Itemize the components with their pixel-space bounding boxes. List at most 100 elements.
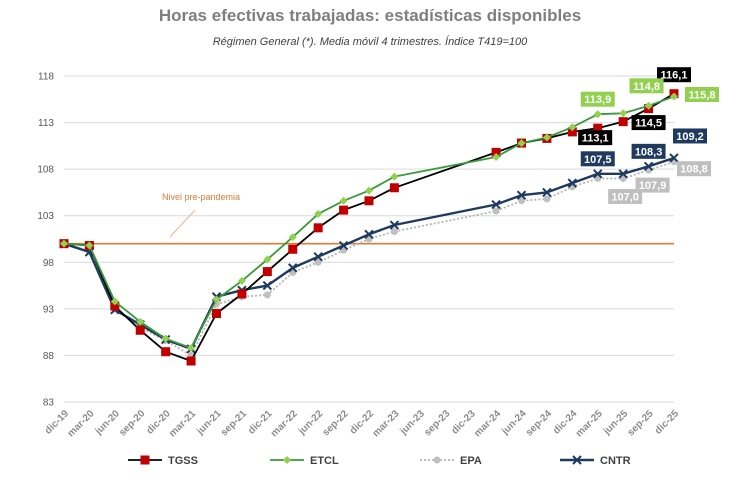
reference-line-label: Nivel pre-pandemia — [162, 192, 240, 202]
data-labels: 116,1 114,5 113,1 113,9 114,8 115,8 107,5 108,3… — [578, 67, 719, 204]
legend-item-epa: EPA — [420, 455, 482, 467]
legend-label-etcl: ETCL — [310, 455, 339, 467]
x-tick-label: jun-24 — [499, 408, 529, 438]
legend-label-tgss: TGSS — [168, 455, 198, 467]
x-marker-stroke — [516, 190, 527, 200]
series-group — [59, 89, 679, 366]
data-label-text: 113,9 — [584, 94, 611, 106]
data-label: 108,8 — [677, 161, 711, 177]
y-tick-label: 103 — [37, 211, 54, 222]
y-tick-label: 118 — [38, 72, 54, 83]
point-etcl — [161, 334, 170, 343]
point-cntr — [542, 187, 552, 198]
x-tick-label: mar-21 — [167, 408, 198, 439]
legend-label-epa: EPA — [460, 455, 482, 467]
x-marker-stroke — [491, 199, 501, 210]
data-label-text: 113,1 — [582, 133, 609, 145]
point-etcl — [263, 255, 272, 264]
x-tick-label: sep-21 — [219, 408, 249, 438]
y-tick-label: 113 — [38, 118, 54, 129]
point-epa — [492, 207, 500, 215]
point-tgss — [491, 147, 501, 157]
point-epa — [263, 291, 271, 299]
point-etcl — [670, 92, 678, 101]
chart-title: Horas efectivas trabajadas: estadísticas… — [158, 6, 582, 25]
data-label: 109,2 — [673, 128, 707, 144]
point-tgss — [135, 325, 145, 335]
x-marker-stroke — [643, 161, 654, 172]
legend: TGSS ETCL EPA CNTR — [128, 455, 631, 467]
point-tgss — [262, 267, 272, 277]
chart-subtitle: Régimen General (*). Media móvil 4 trime… — [212, 36, 528, 48]
x-marker-stroke — [364, 229, 374, 240]
point-etcl — [110, 297, 119, 306]
legend-marker-etcl — [283, 456, 291, 464]
data-label-box — [629, 78, 664, 94]
point-etcl — [136, 317, 145, 326]
x-marker-stroke — [567, 178, 578, 188]
point-tgss — [161, 347, 171, 357]
reference-line-pointer — [169, 209, 196, 238]
point-epa — [543, 195, 551, 203]
x-tick-label: mar-22 — [269, 408, 300, 439]
y-tick-label: 93 — [43, 304, 55, 315]
y-tick-label: 88 — [43, 351, 55, 362]
y-tick-label: 98 — [43, 258, 55, 269]
point-etcl — [619, 109, 628, 118]
data-label-box — [631, 143, 666, 159]
point-cntr — [593, 169, 603, 179]
data-label-text: 107,9 — [639, 180, 667, 192]
data-label: 114,5 — [631, 115, 666, 131]
point-etcl — [288, 233, 297, 242]
data-label-box — [631, 115, 666, 131]
point-etcl — [365, 186, 373, 195]
data-label-box — [578, 130, 613, 146]
point-tgss — [212, 309, 221, 319]
x-tick-label: jun-21 — [194, 408, 224, 438]
point-etcl — [212, 295, 221, 304]
x-tick-label: mar-24 — [472, 408, 503, 439]
legend-item-cntr: CNTR — [560, 455, 631, 467]
x-tick-label: jun-23 — [398, 408, 428, 438]
point-cntr — [364, 229, 374, 240]
point-etcl — [568, 123, 577, 132]
x-tick-label: sep-25 — [626, 408, 656, 438]
x-tick-label: dic-25 — [653, 408, 682, 437]
point-etcl — [85, 241, 94, 250]
point-epa — [390, 228, 398, 236]
x-tick-label: sep-20 — [117, 408, 147, 438]
x-tick-label: jun-20 — [93, 408, 123, 438]
point-etcl — [60, 239, 68, 248]
point-etcl — [237, 276, 246, 285]
data-label: 113,1 — [578, 130, 613, 146]
legend-marker-epa — [433, 456, 441, 464]
point-etcl — [644, 101, 653, 110]
point-cntr — [313, 251, 323, 262]
data-label: 116,1 — [657, 67, 691, 83]
point-cntr — [262, 280, 273, 291]
x-tick-label: mar-20 — [66, 408, 97, 439]
point-cntr — [567, 178, 578, 188]
x-marker-stroke — [593, 169, 603, 179]
point-cntr — [389, 220, 400, 230]
data-label-text: 107,0 — [611, 191, 639, 203]
series-line-tgss — [63, 92, 675, 362]
data-label-box — [580, 91, 615, 107]
x-tick-label: sep-23 — [422, 408, 452, 438]
data-label-text: 114,8 — [633, 81, 660, 93]
point-cntr — [618, 169, 628, 179]
point-tgss — [237, 289, 247, 299]
point-cntr — [643, 161, 654, 172]
series-line-etcl — [63, 95, 675, 349]
x-marker-stroke — [288, 263, 298, 273]
point-tgss — [288, 244, 298, 254]
data-label-text: 108,8 — [680, 164, 708, 176]
point-tgss — [313, 223, 323, 233]
point-cntr — [288, 263, 298, 273]
point-tgss — [339, 205, 349, 215]
data-label-text: 114,5 — [635, 118, 662, 130]
x-marker-stroke — [618, 169, 628, 179]
data-label-box — [673, 128, 707, 144]
